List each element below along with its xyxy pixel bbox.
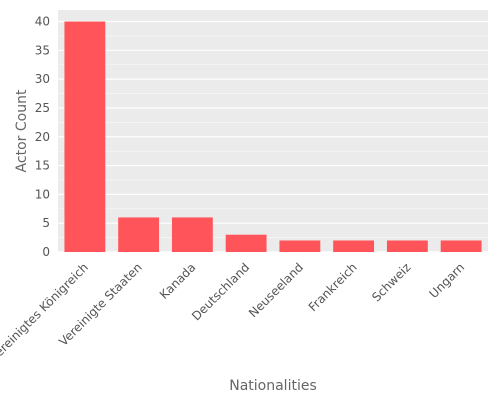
x-tick-label: Kanada [157,260,199,302]
y-axis-title: Actor Count [14,89,30,172]
bars [64,21,482,253]
bar [171,217,213,252]
x-tick-label: Vereinigtes Königreich [0,260,91,364]
bar [333,240,375,252]
plot-background [58,10,488,252]
x-tick-label: Ungarn [426,260,467,301]
bar [440,240,482,252]
y-tick-label: 5 [42,216,50,230]
x-tick-label: Neuseeland [246,260,306,320]
x-tick-label: Deutschland [189,260,252,323]
y-tick-label: 0 [42,245,50,259]
y-tick-label: 20 [35,130,50,144]
y-tick-label: 30 [35,72,50,86]
y-tick-labels: 0 5 10 15 20 25 30 35 40 [35,15,50,259]
gridlines [58,20,488,253]
y-tick-label: 40 [35,15,50,29]
bar [386,240,428,252]
y-tick-label: 15 [35,159,50,173]
y-tick-label: 25 [35,101,50,115]
bar [225,234,267,252]
y-tick-label: 10 [35,187,50,201]
x-tick-label: Schweiz [369,260,413,304]
bar [279,240,321,252]
x-axis-title: Nationalities [229,378,317,394]
bar [64,21,106,253]
y-tick-label: 35 [35,43,50,57]
bar [118,217,160,252]
x-tick-label: Frankreich [306,260,360,314]
